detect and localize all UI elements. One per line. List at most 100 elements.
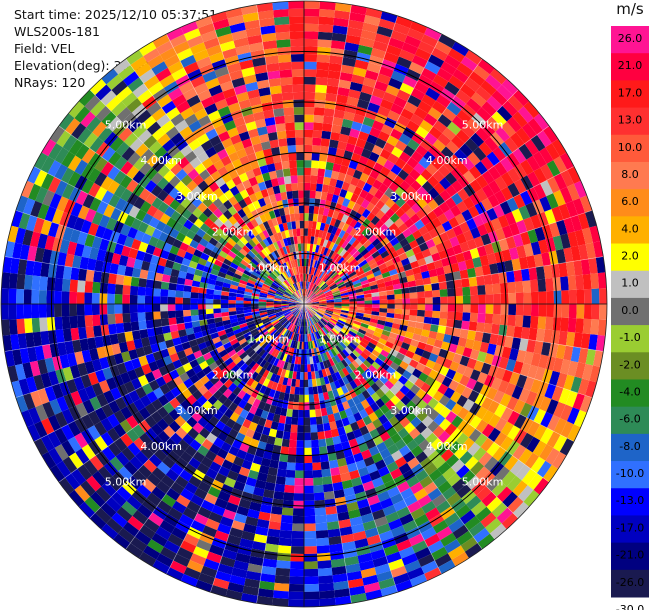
gate-cell bbox=[137, 221, 149, 234]
gate-cell bbox=[393, 288, 402, 295]
gate-cell bbox=[175, 316, 185, 325]
gate-cell bbox=[468, 71, 486, 87]
gate-cell bbox=[197, 180, 209, 192]
gate-cell bbox=[570, 245, 581, 262]
gate-cell bbox=[246, 212, 255, 222]
gate-cell bbox=[140, 148, 154, 163]
gate-cell bbox=[257, 157, 267, 168]
gate-cell bbox=[280, 77, 293, 86]
gate-cell bbox=[264, 179, 273, 189]
gate-cell bbox=[250, 304, 259, 307]
gate-cell bbox=[139, 328, 149, 339]
gate-cell bbox=[214, 66, 230, 78]
gate-cell bbox=[459, 328, 469, 339]
gate-cell bbox=[298, 394, 304, 403]
gate-cell bbox=[561, 290, 570, 304]
gate-cell bbox=[175, 310, 184, 318]
gate-cell bbox=[459, 83, 476, 98]
gate-cell bbox=[425, 238, 436, 249]
gate-cell bbox=[167, 61, 184, 75]
gate-cell bbox=[155, 220, 167, 232]
gate-cell bbox=[22, 362, 34, 379]
gate-cell bbox=[206, 164, 218, 176]
gate-cell bbox=[506, 116, 522, 133]
gate-cell bbox=[10, 257, 20, 274]
gate-cell bbox=[346, 96, 359, 107]
gate-cell bbox=[115, 274, 125, 285]
gate-cell bbox=[242, 256, 251, 264]
gate-cell bbox=[515, 304, 524, 316]
gate-cell bbox=[91, 292, 100, 304]
gate-cell bbox=[159, 213, 171, 225]
gate-cell bbox=[294, 114, 304, 123]
gate-cell bbox=[377, 233, 387, 242]
colorbar-tick-label: 21.0 bbox=[618, 59, 643, 72]
gate-cell bbox=[263, 256, 271, 265]
range-ring-label: 2.00km bbox=[355, 226, 397, 239]
gate-cell bbox=[325, 277, 333, 284]
gate-cell bbox=[70, 327, 80, 341]
gate-cell bbox=[286, 237, 292, 246]
gate-cell bbox=[481, 184, 495, 198]
gate-cell bbox=[330, 251, 337, 260]
gate-cell bbox=[124, 214, 136, 227]
gate-cell bbox=[238, 199, 248, 209]
gate-cell bbox=[438, 249, 449, 260]
gate-cell bbox=[267, 528, 281, 538]
gate-cell bbox=[277, 275, 284, 283]
gate-cell bbox=[172, 337, 182, 347]
colorbar-swatch bbox=[611, 53, 649, 81]
gate-cell bbox=[94, 157, 108, 172]
gate-cell bbox=[515, 127, 531, 144]
gate-cell bbox=[27, 166, 41, 184]
gate-cell bbox=[280, 522, 293, 531]
gate-cell bbox=[565, 261, 576, 277]
gate-cell bbox=[301, 281, 304, 289]
gate-cell bbox=[326, 267, 333, 275]
gate-cell bbox=[315, 289, 323, 296]
gate-cell bbox=[180, 174, 193, 187]
gate-cell bbox=[101, 68, 119, 85]
gate-cell bbox=[462, 286, 471, 296]
gate-cell bbox=[296, 152, 304, 161]
gate-cell bbox=[385, 44, 402, 57]
gate-cell bbox=[452, 244, 463, 255]
gate-cell bbox=[181, 257, 191, 267]
gate-cell bbox=[218, 237, 228, 247]
gate-cell bbox=[366, 134, 378, 145]
gate-cell bbox=[304, 364, 308, 373]
gate-cell bbox=[355, 288, 364, 293]
gate-cell bbox=[259, 311, 268, 316]
gate-cell bbox=[280, 230, 287, 240]
gate-cell bbox=[292, 84, 304, 93]
gate-cell bbox=[343, 277, 352, 284]
gate-cell bbox=[304, 357, 308, 365]
gate-cell bbox=[450, 205, 462, 217]
gate-cell bbox=[285, 477, 295, 486]
gate-cell bbox=[254, 282, 263, 288]
gate-cell bbox=[402, 75, 418, 88]
gate-cell bbox=[62, 226, 74, 242]
gate-cell bbox=[61, 278, 71, 292]
gate-cell bbox=[345, 216, 354, 226]
gate-cell bbox=[263, 212, 272, 221]
gate-cell bbox=[362, 77, 377, 88]
gate-cell bbox=[288, 152, 297, 161]
gate-cell bbox=[455, 295, 464, 304]
gate-cell bbox=[294, 282, 299, 291]
gate-cell bbox=[59, 354, 70, 369]
gate-cell bbox=[486, 207, 498, 221]
gate-cell bbox=[258, 133, 270, 143]
gate-cell bbox=[98, 126, 113, 142]
gate-cell bbox=[493, 304, 501, 315]
gate-cell bbox=[137, 286, 146, 296]
gate-cell bbox=[296, 266, 300, 275]
gate-cell bbox=[300, 357, 304, 365]
gate-cell bbox=[227, 238, 237, 247]
gate-cell bbox=[553, 190, 566, 207]
gate-cell bbox=[315, 69, 329, 78]
gate-cell bbox=[165, 259, 175, 269]
gate-cell bbox=[182, 162, 195, 175]
gate-cell bbox=[403, 101, 418, 114]
gate-cell bbox=[281, 92, 294, 101]
